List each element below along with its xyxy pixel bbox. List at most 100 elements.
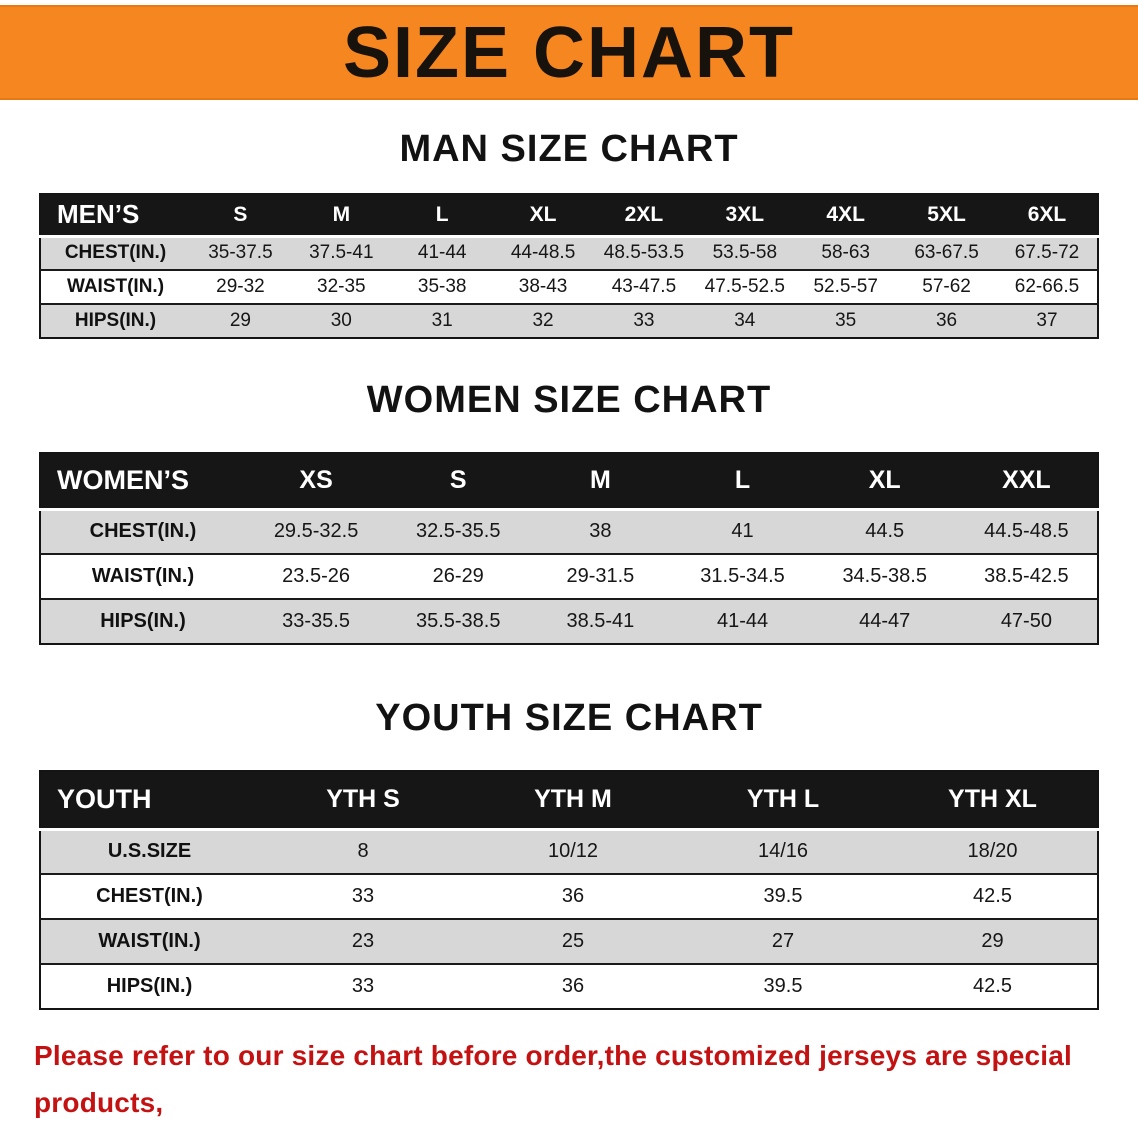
row-label-cell: WAIST(IN.) <box>40 918 258 964</box>
disclaimer: Please refer to our size chart before or… <box>0 1032 1138 1132</box>
size-value-cell: 48.5-53.5 <box>593 236 695 270</box>
size-value-cell: 41-44 <box>391 236 493 270</box>
size-header-cell: L <box>391 194 493 238</box>
size-header-cell: M <box>290 194 392 238</box>
size-value-cell: 34 <box>694 303 796 338</box>
size-value-cell: 18/20 <box>888 829 1098 874</box>
size-value-cell: 32 <box>492 303 594 338</box>
size-value-cell: 58-63 <box>795 236 897 270</box>
size-value-cell: 36 <box>896 303 997 338</box>
measurement-row: WAIST(IN.) 23 25 27 29 <box>40 918 1098 964</box>
size-value-cell: 32-35 <box>290 269 392 304</box>
measurement-row: HIPS(IN.) 29 30 31 32 33 34 35 36 37 <box>40 303 1098 338</box>
header-row: WOMEN’S XS S M L XL XXL <box>40 453 1098 511</box>
size-value-cell: 57-62 <box>896 269 997 304</box>
size-value-cell: 47-50 <box>955 598 1098 644</box>
size-value-cell: 10/12 <box>468 829 678 874</box>
size-header-cell: XL <box>813 453 956 511</box>
row-label-cell: HIPS(IN.) <box>40 598 245 644</box>
youth-size-table: YOUTH YTH S YTH M YTH L YTH XL U.S.SIZE 8 10/12… <box>39 770 1099 1010</box>
size-header-cell: 4XL <box>795 194 897 238</box>
size-value-cell: 29 <box>190 303 291 338</box>
size-value-cell: 42.5 <box>888 963 1098 1009</box>
measurement-row: HIPS(IN.) 33 36 39.5 42.5 <box>40 963 1098 1009</box>
size-value-cell: 25 <box>468 918 678 964</box>
size-value-cell: 39.5 <box>678 873 888 919</box>
men-section-title: MAN SIZE CHART <box>399 128 739 170</box>
measurement-row: HIPS(IN.) 33-35.5 35.5-38.5 38.5-41 41-44 44-… <box>40 598 1098 644</box>
women-size-table: WOMEN’S XS S M L XL XXL CHEST(IN.) 29.5-32.5 32.5… <box>39 452 1099 645</box>
size-value-cell: 62-66.5 <box>997 269 1098 304</box>
row-label-cell: U.S.SIZE <box>40 829 258 874</box>
size-value-cell: 29-32 <box>190 269 291 304</box>
size-value-cell: 39.5 <box>678 963 888 1009</box>
measurement-row: CHEST(IN.) 29.5-32.5 32.5-35.5 38 41 44.5 44.5… <box>40 509 1098 554</box>
size-value-cell: 38.5-42.5 <box>955 553 1098 599</box>
size-value-cell: 36 <box>468 873 678 919</box>
row-label-cell: HIPS(IN.) <box>40 963 258 1009</box>
size-value-cell: 29.5-32.5 <box>245 509 388 554</box>
size-value-cell: 35.5-38.5 <box>387 598 530 644</box>
row-label-cell: HIPS(IN.) <box>40 303 190 338</box>
youth-section-title: YOUTH SIZE CHART <box>375 697 763 739</box>
size-value-cell: 34.5-38.5 <box>813 553 956 599</box>
size-value-cell: 43-47.5 <box>593 269 695 304</box>
size-value-cell: 32.5-35.5 <box>387 509 530 554</box>
size-value-cell: 33 <box>593 303 695 338</box>
size-value-cell: 8 <box>258 829 468 874</box>
size-value-cell: 44.5-48.5 <box>955 509 1098 554</box>
size-value-cell: 35-37.5 <box>190 236 291 270</box>
size-value-cell: 41 <box>671 509 814 554</box>
size-header-cell: XL <box>492 194 594 238</box>
table-title-cell: YOUTH <box>40 771 258 831</box>
header-row: YOUTH YTH S YTH M YTH L YTH XL <box>40 771 1098 831</box>
men-size-section: MAN SIZE CHART MEN’S S M L XL 2XL 3XL 4XL 5XL 6XL… <box>0 128 1138 339</box>
size-value-cell: 33 <box>258 873 468 919</box>
header-row: MEN’S S M L XL 2XL 3XL 4XL 5XL 6XL <box>40 194 1098 238</box>
size-value-cell: 38 <box>529 509 672 554</box>
size-header-cell: 2XL <box>593 194 695 238</box>
size-value-cell: 31 <box>391 303 493 338</box>
size-value-cell: 35 <box>795 303 897 338</box>
size-value-cell: 53.5-58 <box>694 236 796 270</box>
men-size-table: MEN’S S M L XL 2XL 3XL 4XL 5XL 6XL CHEST(IN.) 35-37… <box>39 193 1099 339</box>
size-value-cell: 36 <box>468 963 678 1009</box>
size-header-cell: XXL <box>955 453 1098 511</box>
disclaimer-line-1: Please refer to our size chart before or… <box>34 1040 1073 1118</box>
size-value-cell: 14/16 <box>678 829 888 874</box>
row-label-cell: CHEST(IN.) <box>40 509 245 554</box>
size-header-cell: 6XL <box>997 194 1098 238</box>
size-value-cell: 35-38 <box>391 269 493 304</box>
measurement-row: U.S.SIZE 8 10/12 14/16 18/20 <box>40 829 1098 874</box>
size-value-cell: 47.5-52.5 <box>694 269 796 304</box>
size-value-cell: 63-67.5 <box>896 236 997 270</box>
table-title-cell: WOMEN’S <box>40 453 245 511</box>
size-header-cell: YTH XL <box>888 771 1098 831</box>
size-header-cell: YTH S <box>258 771 468 831</box>
size-value-cell: 29 <box>888 918 1098 964</box>
size-header-cell: S <box>387 453 530 511</box>
size-header-cell: 5XL <box>896 194 997 238</box>
size-value-cell: 23.5-26 <box>245 553 388 599</box>
measurement-row: WAIST(IN.) 23.5-26 26-29 29-31.5 31.5-34.5 34… <box>40 553 1098 599</box>
size-value-cell: 38.5-41 <box>529 598 672 644</box>
disclaimer-line-2: we don't accept cancel, change, teturn o… <box>34 1126 1128 1132</box>
size-value-cell: 37.5-41 <box>290 236 392 270</box>
size-value-cell: 38-43 <box>492 269 594 304</box>
size-header-cell: 3XL <box>694 194 796 238</box>
size-value-cell: 41-44 <box>671 598 814 644</box>
page-title: SIZE CHART <box>343 12 795 93</box>
size-value-cell: 33 <box>258 963 468 1009</box>
size-value-cell: 23 <box>258 918 468 964</box>
size-value-cell: 27 <box>678 918 888 964</box>
size-header-cell: XS <box>245 453 388 511</box>
row-label-cell: CHEST(IN.) <box>40 236 190 270</box>
youth-size-section: YOUTH SIZE CHART YOUTH YTH S YTH M YTH L YTH… <box>0 697 1138 1010</box>
measurement-row: WAIST(IN.) 29-32 32-35 35-38 38-43 43-47.5 47.… <box>40 269 1098 304</box>
size-header-cell: M <box>529 453 672 511</box>
women-section-title: WOMEN SIZE CHART <box>366 379 772 421</box>
size-value-cell: 29-31.5 <box>529 553 672 599</box>
size-value-cell: 30 <box>290 303 392 338</box>
measurement-row: CHEST(IN.) 33 36 39.5 42.5 <box>40 873 1098 919</box>
